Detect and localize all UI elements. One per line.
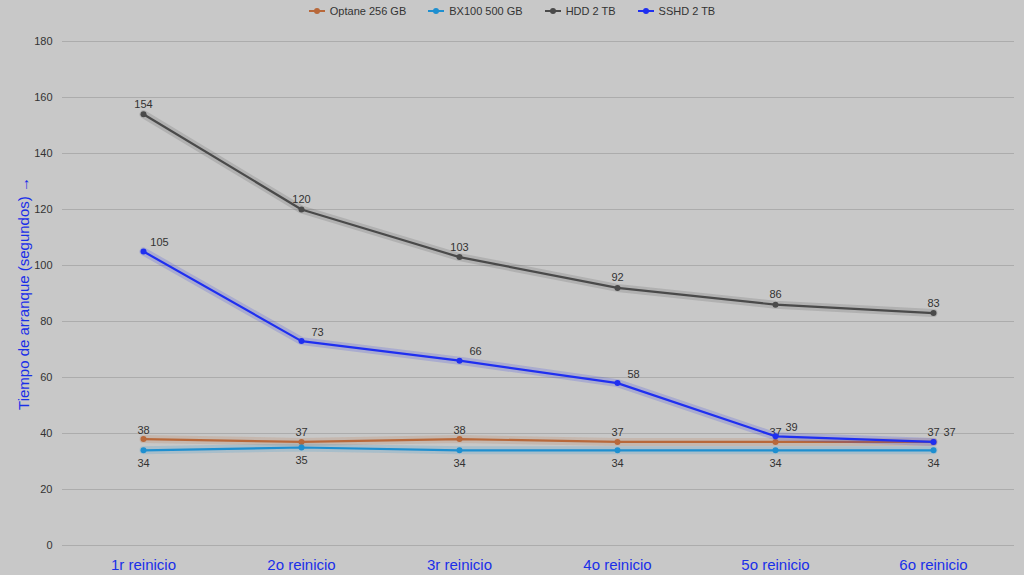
svg-text:37: 37	[927, 426, 939, 438]
svg-text:20: 20	[40, 483, 52, 495]
svg-text:38: 38	[453, 424, 465, 436]
svg-text:34: 34	[137, 457, 149, 469]
svg-text:5o reinicio: 5o reinicio	[741, 556, 809, 573]
svg-text:0: 0	[46, 539, 52, 551]
svg-text:103: 103	[450, 241, 468, 253]
svg-text:39: 39	[785, 421, 797, 433]
html-text:BX100 500 GB: BX100 500 GB	[449, 5, 523, 17]
svg-text:37: 37	[611, 426, 623, 438]
svg-text:3r reinicio: 3r reinicio	[427, 556, 492, 573]
html-text:Optane 256 GB: Optane 256 GB	[329, 5, 407, 17]
svg-text:38: 38	[137, 424, 149, 436]
svg-text:34: 34	[611, 457, 623, 469]
svg-text:37: 37	[943, 426, 955, 438]
svg-text:66: 66	[469, 345, 481, 357]
svg-text:120: 120	[34, 203, 52, 215]
svg-text:140: 140	[34, 147, 52, 159]
svg-text:120: 120	[292, 193, 310, 205]
svg-text:154: 154	[134, 98, 152, 110]
svg-text:40: 40	[40, 427, 52, 439]
svg-text:160: 160	[34, 91, 52, 103]
svg-text:180: 180	[34, 35, 52, 47]
svg-text:2o reinicio: 2o reinicio	[267, 556, 335, 573]
svg-text:83: 83	[927, 297, 939, 309]
svg-text:100: 100	[34, 259, 52, 271]
svg-text:80: 80	[40, 315, 52, 327]
svg-text:35: 35	[295, 454, 307, 466]
svg-text:34: 34	[769, 457, 781, 469]
svg-text:1r reinicio: 1r reinicio	[111, 556, 176, 573]
svg-text:105: 105	[150, 236, 168, 248]
svg-text:34: 34	[927, 457, 939, 469]
html-text:HDD 2 TB: HDD 2 TB	[565, 5, 616, 17]
svg-text:60: 60	[40, 371, 52, 383]
html-text:SSHD 2 TB: SSHD 2 TB	[658, 5, 716, 17]
svg-text:34: 34	[453, 457, 465, 469]
svg-text:73: 73	[311, 326, 323, 338]
svg-text:6o reinicio: 6o reinicio	[899, 556, 967, 573]
svg-text:Tiempo de arranque (segundos): Tiempo de arranque (segundos) →	[15, 177, 32, 410]
svg-text:86: 86	[769, 288, 781, 300]
svg-text:58: 58	[627, 368, 639, 380]
svg-text:37: 37	[295, 426, 307, 438]
svg-text:92: 92	[611, 271, 623, 283]
svg-text:4o reinicio: 4o reinicio	[583, 556, 651, 573]
